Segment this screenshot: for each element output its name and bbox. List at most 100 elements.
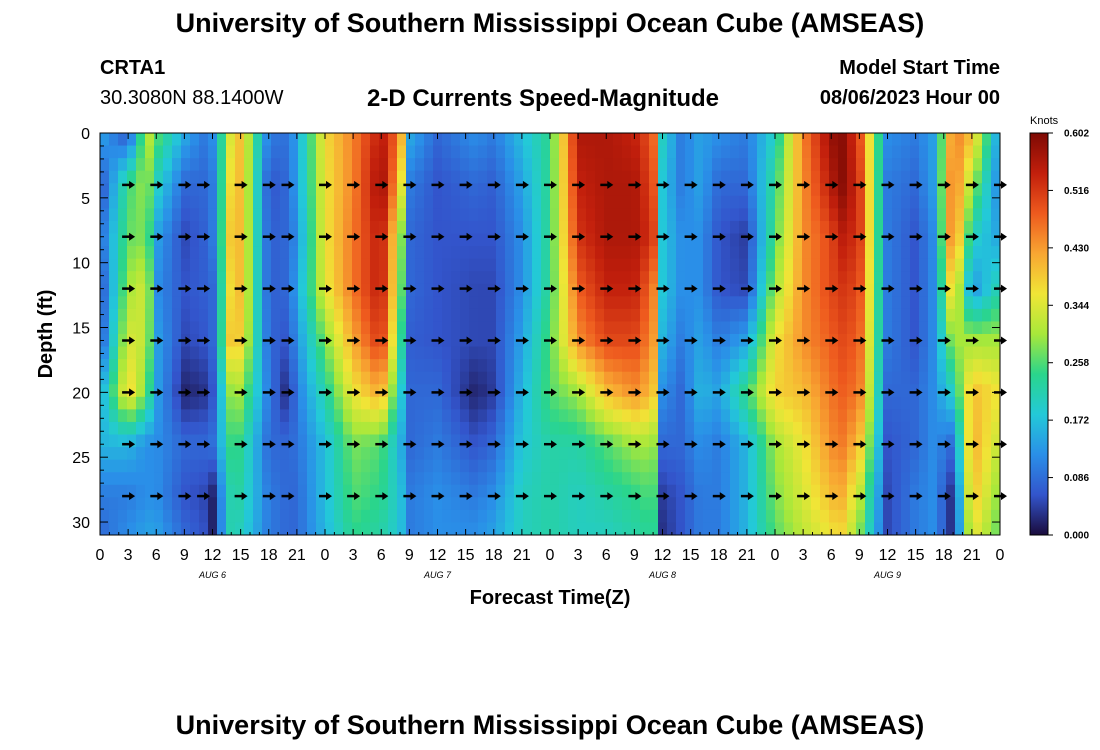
heatmap-cell bbox=[559, 258, 569, 272]
heatmap-cell bbox=[640, 271, 650, 285]
current-vector-arrow bbox=[684, 284, 698, 293]
heatmap-cell bbox=[676, 145, 686, 159]
heatmap-cell bbox=[136, 396, 146, 410]
heatmap-cell bbox=[748, 170, 758, 184]
heatmap-cell bbox=[127, 158, 137, 172]
heatmap-cell bbox=[496, 409, 506, 423]
heatmap-cell bbox=[379, 133, 389, 147]
heatmap-cell bbox=[325, 384, 335, 398]
x-tick-label: 3 bbox=[574, 547, 583, 564]
heatmap-cell bbox=[343, 497, 353, 511]
heatmap-cell bbox=[208, 233, 218, 247]
vector-head bbox=[579, 492, 586, 501]
heatmap-cell bbox=[550, 308, 560, 323]
heatmap-cell bbox=[775, 396, 785, 410]
heatmap-cell bbox=[631, 522, 641, 535]
heatmap-cell bbox=[928, 334, 938, 348]
current-vector-arrow bbox=[544, 180, 557, 189]
heatmap-cell bbox=[559, 421, 569, 436]
current-vector-arrow bbox=[600, 388, 614, 397]
heatmap-cell bbox=[505, 296, 515, 310]
heatmap-cell bbox=[433, 484, 443, 498]
heatmap-cell bbox=[289, 296, 299, 310]
heatmap-cell bbox=[811, 158, 821, 172]
heatmap-cell bbox=[541, 497, 551, 511]
heatmap-cell bbox=[487, 472, 497, 486]
heatmap-cell bbox=[694, 220, 704, 235]
heatmap-cell bbox=[577, 296, 587, 310]
heatmap-cell bbox=[280, 133, 290, 147]
heatmap-cell bbox=[199, 396, 209, 410]
heatmap-cell bbox=[919, 321, 929, 335]
heatmap-cell bbox=[973, 484, 983, 498]
heatmap-cell bbox=[991, 296, 1000, 310]
heatmap-cell bbox=[451, 321, 461, 335]
heatmap-cell bbox=[820, 359, 830, 373]
heatmap-cell bbox=[235, 371, 245, 385]
vector-head bbox=[888, 336, 895, 345]
heatmap-cell bbox=[838, 208, 848, 222]
heatmap-cell bbox=[343, 158, 353, 172]
current-vector-arrow bbox=[769, 180, 782, 189]
heatmap-cell bbox=[685, 283, 695, 297]
heatmap-cell bbox=[631, 271, 641, 285]
heatmap-cell bbox=[307, 396, 317, 410]
heatmap-cell bbox=[541, 208, 551, 222]
heatmap-cell bbox=[874, 133, 884, 147]
heatmap-cell bbox=[208, 321, 218, 335]
heatmap-cell bbox=[379, 346, 389, 360]
current-vector-arrow bbox=[994, 180, 1007, 189]
heatmap-cell bbox=[415, 220, 425, 235]
heatmap-cell bbox=[946, 334, 956, 348]
heatmap-cell bbox=[532, 421, 542, 436]
heatmap-cell bbox=[541, 170, 551, 184]
heatmap-cell bbox=[541, 346, 551, 360]
day-label: AUG 7 bbox=[423, 570, 452, 580]
heatmap-cell bbox=[793, 472, 803, 486]
heatmap-cell bbox=[883, 321, 893, 335]
heatmap-cell bbox=[658, 459, 668, 473]
heatmap-cell bbox=[613, 484, 623, 498]
heatmap-cell bbox=[946, 371, 956, 385]
vector-head bbox=[157, 388, 164, 397]
heatmap-cell bbox=[613, 459, 623, 473]
colorbar-label: Knots bbox=[1030, 115, 1059, 127]
heatmap-cell bbox=[613, 283, 623, 297]
heatmap-cell bbox=[253, 258, 263, 272]
heatmap-cell bbox=[199, 409, 209, 423]
heatmap-cell bbox=[577, 421, 587, 436]
heatmap-cell bbox=[595, 334, 605, 348]
heatmap-cell bbox=[847, 208, 857, 222]
heatmap-cell bbox=[721, 271, 731, 285]
heatmap-cell bbox=[406, 208, 416, 222]
heatmap-cell bbox=[658, 509, 668, 524]
heatmap-cell bbox=[739, 220, 749, 235]
current-vectors bbox=[122, 180, 1007, 501]
heatmap-cell bbox=[793, 145, 803, 159]
vector-head bbox=[747, 336, 754, 345]
heatmap-cell bbox=[892, 233, 902, 247]
heatmap-cell bbox=[757, 509, 767, 524]
heatmap-cell bbox=[505, 208, 515, 222]
heatmap-cell bbox=[577, 459, 587, 473]
heatmap-cell bbox=[685, 509, 695, 524]
heatmap-cell bbox=[172, 158, 182, 172]
heatmap-cell bbox=[847, 183, 857, 197]
heatmap-cell bbox=[172, 296, 182, 310]
heatmap-cell bbox=[559, 497, 569, 511]
heatmap-cell bbox=[730, 145, 740, 159]
heatmap-cell bbox=[397, 283, 407, 297]
heatmap-cell bbox=[883, 409, 893, 423]
current-vector-arrow bbox=[431, 388, 445, 397]
heatmap-cell bbox=[325, 308, 335, 323]
heatmap-cell bbox=[586, 195, 596, 209]
heatmap-cell bbox=[271, 396, 281, 410]
vector-head bbox=[635, 388, 642, 397]
heatmap-cell bbox=[361, 434, 371, 448]
heatmap-cell bbox=[622, 459, 632, 473]
heatmap-cell bbox=[595, 509, 605, 524]
heatmap-cell bbox=[667, 509, 677, 524]
heatmap-cell bbox=[442, 346, 452, 360]
heatmap-cell bbox=[325, 409, 335, 423]
current-vector-arrow bbox=[122, 180, 136, 189]
